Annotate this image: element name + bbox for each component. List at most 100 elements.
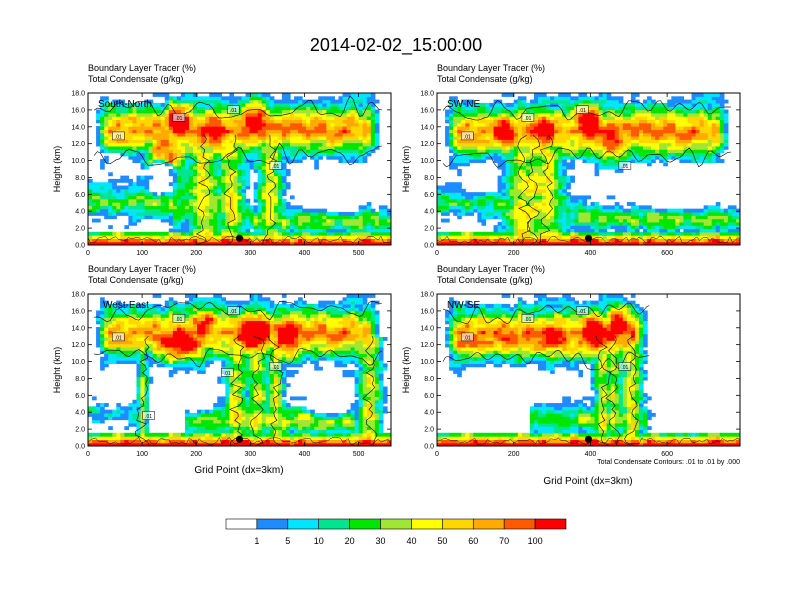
field-cell — [630, 208, 652, 213]
field-cell — [707, 99, 717, 104]
field-cell — [711, 129, 721, 134]
field-cell — [189, 320, 194, 325]
field-cell — [100, 109, 105, 114]
field-cell — [233, 175, 239, 180]
field-cell — [148, 162, 154, 167]
field-cell — [493, 135, 499, 140]
field-cell — [302, 409, 307, 414]
field-cell — [285, 159, 303, 163]
field-cell — [112, 412, 121, 417]
field-cell — [461, 363, 487, 368]
field-cell — [136, 109, 162, 114]
field-cell — [594, 396, 600, 401]
field-cell — [602, 135, 608, 140]
field-cell — [671, 142, 676, 147]
field-cell — [136, 307, 146, 312]
field-cell — [92, 436, 121, 440]
field-cell — [574, 228, 596, 233]
field-cell — [225, 393, 230, 398]
field-cell — [281, 109, 291, 114]
field-cell — [538, 228, 559, 233]
field-cell — [180, 195, 194, 200]
field-cell — [505, 165, 511, 170]
field-cell — [358, 429, 364, 434]
field-cell — [281, 370, 287, 374]
field-cell — [225, 412, 230, 417]
field-cell — [651, 109, 668, 114]
field-cell — [132, 145, 138, 150]
contour-label: .01 — [175, 116, 182, 122]
field-cell — [249, 294, 255, 298]
field-cell — [245, 393, 251, 398]
field-cell — [136, 363, 142, 368]
field-cell — [221, 135, 226, 140]
field-cell — [719, 112, 725, 117]
field-cell — [457, 126, 470, 130]
field-cell — [521, 208, 527, 213]
field-cell — [245, 409, 255, 414]
field-cell — [108, 303, 113, 308]
field-cell — [140, 162, 146, 167]
field-cell — [374, 310, 380, 315]
field-cell — [334, 116, 348, 121]
field-cell — [346, 432, 352, 437]
field-cell — [378, 406, 384, 411]
field-cell — [469, 152, 483, 157]
field-cell — [562, 129, 567, 134]
field-cell — [513, 195, 519, 200]
field-cell — [598, 102, 604, 107]
field-cell — [237, 208, 243, 213]
field-cell — [449, 205, 462, 210]
field-cell — [229, 343, 235, 348]
field-cell — [622, 106, 636, 111]
field-cell — [366, 99, 380, 104]
field-cell — [350, 310, 356, 315]
field-cell — [594, 202, 600, 206]
field-cell — [180, 432, 186, 437]
field-cell — [505, 185, 511, 190]
field-cell — [719, 436, 737, 440]
field-cell — [711, 96, 725, 101]
field-cell — [647, 409, 652, 414]
field-cell — [639, 409, 648, 414]
field-cell — [550, 165, 555, 170]
field-cell — [290, 310, 303, 315]
field-cell — [354, 155, 364, 160]
field-cell — [533, 96, 539, 101]
field-cell — [517, 231, 531, 236]
field-cell — [525, 102, 531, 107]
field-cell — [261, 379, 267, 384]
field-cell — [598, 403, 604, 407]
field-cell — [241, 152, 247, 157]
field-cell — [261, 102, 267, 107]
field-cell — [711, 225, 717, 230]
field-cell — [346, 99, 364, 104]
field-cell — [164, 353, 170, 358]
field-cell — [554, 162, 559, 167]
field-cell — [626, 412, 632, 417]
field-cell — [366, 139, 372, 144]
field-cell — [630, 416, 636, 421]
field-cell — [639, 132, 644, 137]
field-cell — [558, 192, 563, 197]
field-cell — [719, 149, 725, 154]
field-cell — [249, 231, 267, 236]
field-cell — [538, 363, 547, 368]
field-cell — [461, 432, 466, 437]
field-cell — [639, 241, 644, 245]
field-cell — [354, 376, 360, 381]
field-cell — [639, 412, 644, 417]
field-cell — [485, 202, 491, 206]
field-cell — [358, 389, 364, 394]
field-cell — [314, 336, 327, 341]
field-cell — [120, 409, 125, 414]
panel-south-north: Boundary Layer Tracer (%) Total Condensa… — [52, 63, 392, 257]
field-cell — [253, 379, 263, 384]
field-cell — [546, 360, 551, 364]
field-cell — [614, 116, 624, 121]
field-cell — [445, 129, 450, 134]
field-cell — [358, 412, 364, 417]
field-cell — [566, 202, 579, 206]
field-cell — [201, 313, 206, 318]
field-cell — [156, 145, 162, 150]
